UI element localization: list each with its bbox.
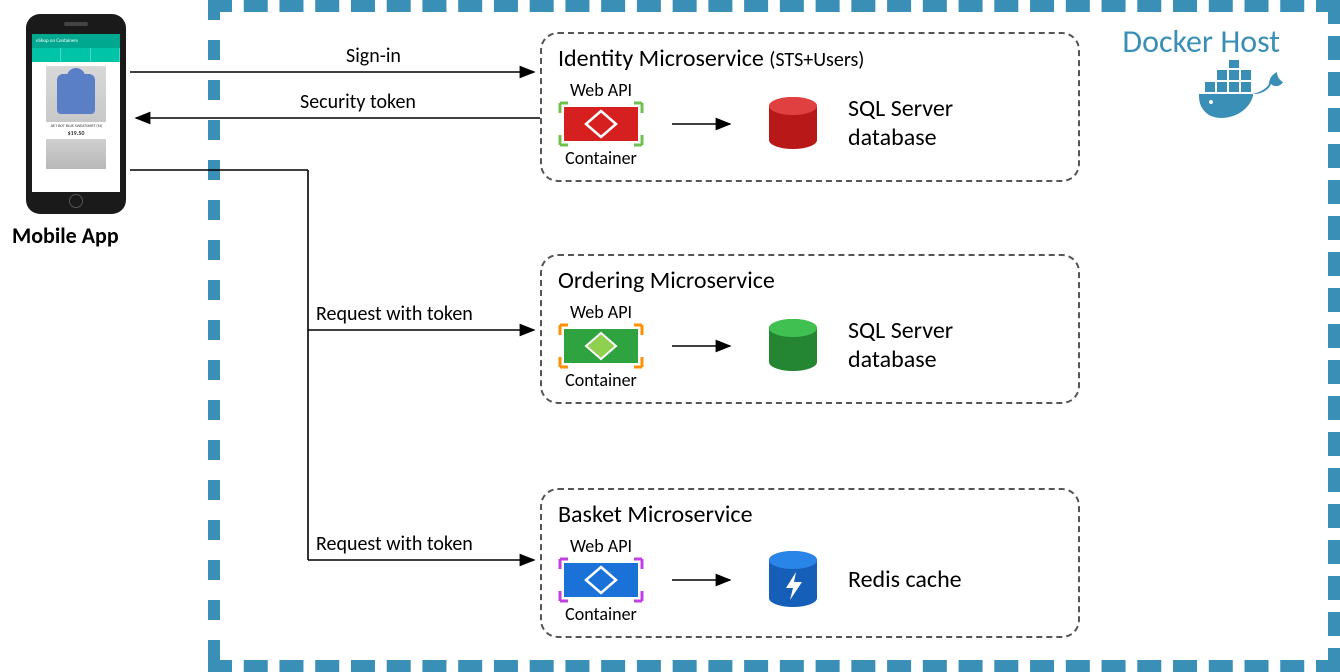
docker-host-label: Docker Host	[1122, 22, 1280, 61]
docker-host-frame-left	[208, 0, 220, 672]
identity-container-icon	[558, 101, 644, 147]
identity-subtitle: (STS+Users)	[769, 48, 864, 72]
label-sign-in: Sign-in	[346, 44, 401, 68]
basket-container-icon	[558, 557, 644, 603]
identity-db-label: SQL Server database	[848, 95, 988, 153]
ordering-database-icon	[766, 318, 820, 374]
ordering-container-label: Container	[565, 369, 637, 391]
mobile-app-label: Mobile App	[12, 222, 119, 249]
basket-db-label: Redis cache	[848, 566, 988, 595]
identity-title-text: Identity Microservice	[558, 44, 764, 73]
label-security-token: Security token	[300, 90, 416, 114]
phone-app-header: eShop on Containers	[32, 34, 120, 48]
ordering-microservice-box: Ordering Microservice Web API Container …	[540, 254, 1080, 404]
docker-whale-icon	[1195, 60, 1285, 127]
ordering-db-label: SQL Server database	[848, 317, 988, 375]
ordering-internal-arrow	[672, 336, 738, 356]
label-request-token-2: Request with token	[316, 532, 473, 556]
basket-webapi-label: Web API	[570, 535, 632, 557]
identity-container-label: Container	[565, 147, 637, 169]
ordering-webapi-label: Web API	[570, 301, 632, 323]
ordering-title: Ordering Microservice	[558, 266, 1062, 295]
mobile-phone-mockup: eShop on Containers .NET BOT BLUE SWEATS…	[26, 14, 126, 214]
basket-internal-arrow	[672, 570, 738, 590]
label-request-token-1: Request with token	[316, 302, 473, 326]
basket-microservice-box: Basket Microservice Web API Container Re…	[540, 488, 1080, 638]
phone-tabs	[32, 48, 120, 62]
phone-screen: eShop on Containers .NET BOT BLUE SWEATS…	[32, 34, 120, 192]
identity-database-icon	[766, 96, 820, 152]
phone-product-price: $19.50	[34, 129, 118, 137]
identity-title: Identity Microservice (STS+Users)	[558, 44, 1062, 73]
identity-microservice-box: Identity Microservice (STS+Users) Web AP…	[540, 32, 1080, 182]
identity-webapi-label: Web API	[570, 79, 632, 101]
identity-internal-arrow	[672, 114, 738, 134]
basket-title: Basket Microservice	[558, 500, 1062, 529]
basket-redis-icon	[766, 550, 820, 610]
basket-container-label: Container	[565, 603, 637, 625]
ordering-container-icon	[558, 323, 644, 369]
